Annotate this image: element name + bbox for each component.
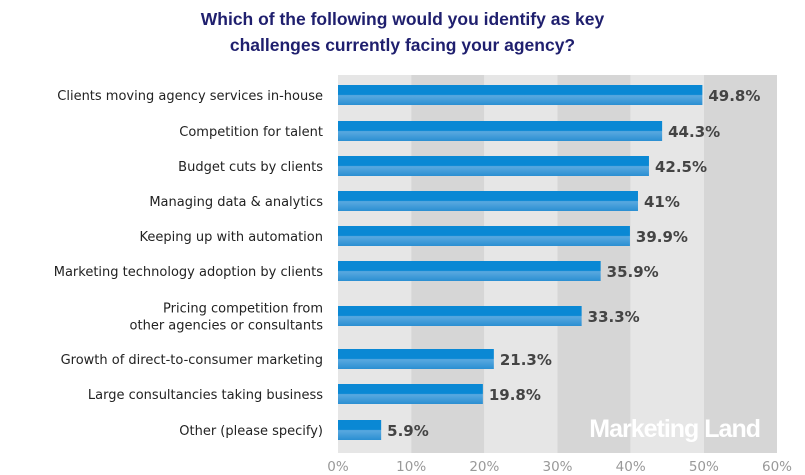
category-label-8: Large consultancies taking business [88, 388, 323, 403]
x-tick-label-10: 10% [396, 459, 426, 475]
x-tick-label-40: 40% [616, 459, 646, 475]
bar-8 [338, 384, 483, 404]
chart-title: Which of the following would you identif… [0, 6, 805, 58]
value-label-1: 44.3% [668, 123, 720, 141]
value-label-4: 39.9% [636, 228, 688, 246]
value-label-5: 35.9% [607, 263, 659, 281]
category-label-6: Pricing competition from other agencies o… [130, 302, 324, 334]
bar-5 [338, 261, 601, 281]
category-label-1: Competition for talent [179, 125, 323, 140]
category-label-3: Managing data & analytics [149, 195, 323, 210]
category-label-2: Budget cuts by clients [178, 160, 323, 175]
category-label-7: Growth of direct-to-consumer marketing [61, 353, 323, 368]
x-axis-ticks: 0% 10% 20% 30% 40% 50% 60% [327, 459, 792, 475]
category-label-4: Keeping up with automation [140, 230, 324, 245]
bar-2 [338, 156, 649, 176]
bar-1 [338, 121, 663, 141]
value-label-7: 21.3% [500, 351, 552, 369]
value-label-0: 49.8% [708, 87, 760, 105]
x-tick-label-20: 20% [469, 459, 499, 475]
value-label-8: 19.8% [489, 386, 541, 404]
value-label-3: 41% [644, 193, 680, 211]
chart-title-line-1: Which of the following would you identif… [200, 9, 605, 29]
value-labels: 49.8% 44.3% 42.5% 41% 39.9% 35.9% 33.3% 21.3% 19… [387, 87, 760, 440]
value-label-2: 42.5% [655, 158, 707, 176]
bar-4 [338, 226, 630, 246]
x-tick-label-60: 60% [762, 459, 792, 475]
x-tick-label-50: 50% [689, 459, 719, 475]
chart-title-line-2: challenges currently facing your agency? [229, 35, 576, 55]
value-label-6: 33.3% [588, 308, 640, 326]
bar-0 [338, 85, 703, 105]
watermark-text: Marketing Land [589, 415, 760, 443]
category-label-9: Other (please specify) [179, 424, 323, 439]
bar-3 [338, 191, 638, 211]
value-label-9: 5.9% [387, 422, 429, 440]
x-tick-label-0: 0% [327, 459, 349, 475]
x-tick-label-30: 30% [542, 459, 572, 475]
bar-6 [338, 306, 582, 326]
band-50-60 [703, 75, 777, 453]
category-labels: Clients moving agency services in-house C… [54, 89, 323, 439]
bars [338, 85, 703, 440]
category-label-5: Marketing technology adoption by clients [54, 265, 323, 280]
bar-7 [338, 349, 494, 369]
category-label-0: Clients moving agency services in-house [57, 89, 323, 104]
watermark: Marketing Land [589, 415, 761, 443]
bar-9 [338, 420, 382, 440]
